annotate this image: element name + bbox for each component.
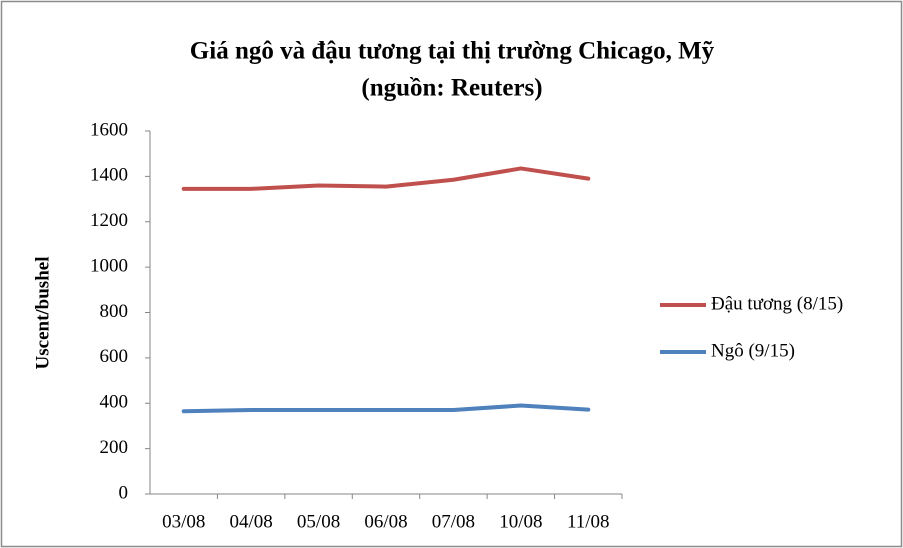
x-tick-label: 04/08 — [230, 511, 273, 532]
y-tick-label: 1400 — [90, 165, 128, 186]
y-tick-label: 800 — [100, 301, 129, 322]
x-tick-label: 10/08 — [499, 511, 542, 532]
y-tick-label: 1200 — [90, 210, 128, 231]
series-line — [181, 403, 591, 414]
y-tick-label: 400 — [100, 392, 129, 413]
y-tick-label: 200 — [100, 437, 129, 458]
x-tick-label: 05/08 — [297, 511, 340, 532]
legend-label: Ngô (9/15) — [711, 340, 795, 361]
y-tick-label: 1600 — [90, 119, 128, 140]
legend-label: Đậu tương (8/15) — [711, 293, 843, 314]
x-tick-label: 07/08 — [432, 511, 475, 532]
chart-title: Giá ngô và đậu tương tại thị trường Chic… — [190, 38, 715, 65]
y-tick-label: 0 — [119, 482, 129, 503]
series-line — [181, 166, 591, 191]
x-tick-label: 03/08 — [162, 511, 205, 532]
chart-title: (nguồn: Reuters) — [361, 75, 542, 102]
x-tick-label: 11/08 — [567, 511, 610, 532]
x-tick-label: 06/08 — [364, 511, 407, 532]
y-tick-label: 1000 — [90, 255, 128, 276]
y-axis-label: Uscent/bushel — [32, 257, 53, 370]
y-tick-label: 600 — [100, 346, 129, 367]
